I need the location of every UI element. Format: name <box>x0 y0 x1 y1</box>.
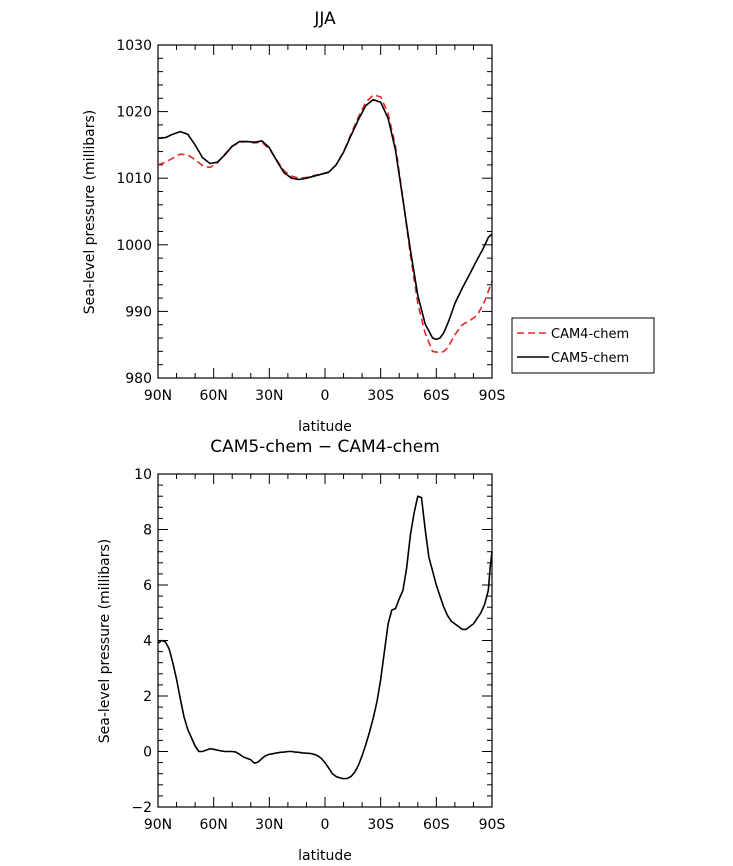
x-tick-label: 90S <box>479 817 506 833</box>
series-line-cam5-chem <box>157 98 493 341</box>
bottom-y-axis-title: Sea-level pressure (millibars) <box>97 539 113 743</box>
x-tick-label: 90N <box>144 388 172 404</box>
top-y-tick-labels: 980 990 1000 1010 1020 1030 <box>116 38 152 387</box>
bottom-y-tick-labels: −2 0 2 4 6 8 10 <box>131 467 152 816</box>
y-tick-label: 980 <box>125 371 152 387</box>
y-tick-label: 10 <box>134 467 152 483</box>
y-tick-label: 8 <box>143 523 152 539</box>
top-chart-title: JJA <box>313 9 336 29</box>
x-tick-label: 0 <box>321 817 330 833</box>
y-tick-label: 1020 <box>116 105 152 121</box>
top-panel: JJA 90N 60N 30N 0 30S 60S 90S 980 990 1000 1010 10… <box>82 9 505 435</box>
top-axis-ticks <box>157 44 493 379</box>
bottom-series-group <box>157 495 493 780</box>
y-tick-label: −2 <box>131 800 152 816</box>
top-x-tick-labels: 90N 60N 30N 0 30S 60S 90S <box>144 388 506 404</box>
y-tick-label: 0 <box>143 745 152 761</box>
x-tick-label: 60N <box>200 817 228 833</box>
x-tick-label: 30N <box>255 388 283 404</box>
x-tick-label: 60N <box>200 388 228 404</box>
legend-label-cam5: CAM5-chem <box>551 351 629 366</box>
y-tick-label: 1000 <box>116 238 152 254</box>
top-series-group <box>157 94 493 354</box>
bottom-x-tick-labels: 90N 60N 30N 0 30S 60S 90S <box>144 817 506 833</box>
x-tick-label: 60S <box>423 817 450 833</box>
bottom-chart-title: CAM5-chem − CAM4-chem <box>210 437 440 457</box>
bottom-plot-frame <box>157 473 493 808</box>
series-line-cam4-chem <box>157 94 493 354</box>
top-y-axis-title: Sea-level pressure (millibars) <box>82 110 98 314</box>
x-tick-label: 0 <box>321 388 330 404</box>
series-line-cam5-chem-cam4-chem <box>157 495 493 780</box>
y-tick-label: 2 <box>143 689 152 705</box>
y-tick-label: 4 <box>143 634 152 650</box>
x-tick-label: 90N <box>144 817 172 833</box>
legend-label-cam4: CAM4-chem <box>551 327 629 342</box>
y-tick-label: 1010 <box>116 171 152 187</box>
y-tick-label: 990 <box>125 304 152 320</box>
x-tick-label: 90S <box>479 388 506 404</box>
bottom-axis-ticks <box>157 473 493 808</box>
legend-box <box>511 317 655 374</box>
y-tick-label: 6 <box>143 578 152 594</box>
legend: CAM4-chem CAM5-chem <box>511 317 655 374</box>
x-tick-label: 30S <box>367 817 394 833</box>
x-tick-label: 30S <box>367 388 394 404</box>
bottom-panel: CAM5-chem − CAM4-chem 90N 60N 30N 0 30S 60S 90… <box>97 437 505 864</box>
x-tick-label: 60S <box>423 388 450 404</box>
top-x-axis-title: latitude <box>298 419 352 435</box>
top-plot-frame <box>157 44 493 379</box>
bottom-x-axis-title: latitude <box>298 848 352 864</box>
x-tick-label: 30N <box>255 817 283 833</box>
y-tick-label: 1030 <box>116 38 152 54</box>
